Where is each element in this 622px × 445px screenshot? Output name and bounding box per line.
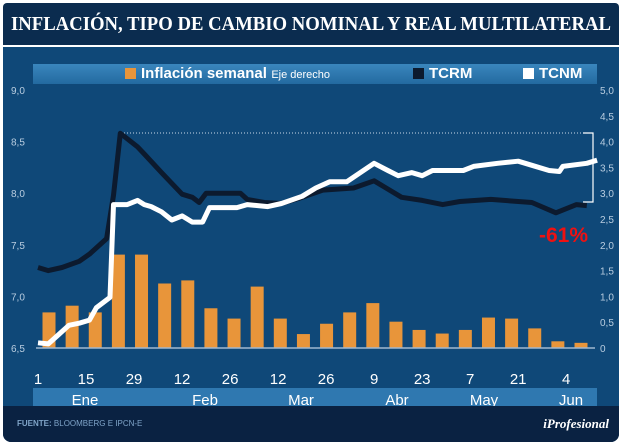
right-axis-tick: 1,5: [600, 267, 614, 278]
plot-area: 6,5 7,0 7,5 8,0 8,5 9,0 0 0,5 1,0 1,5 2,0 2,5 3,0 3,5…: [11, 86, 614, 410]
inflation-bar: [343, 312, 357, 348]
right-axis-tick: 4,5: [600, 112, 614, 123]
logo: iProfesional: [543, 416, 609, 431]
title-bar: INFLACIÓN, TIPO DE CAMBIO NOMINAL Y REAL…: [3, 3, 619, 45]
x-axis-tick: 23: [414, 371, 431, 388]
inflation-bar: [481, 317, 495, 348]
bracket: [583, 132, 594, 203]
inflation-bar: [111, 254, 125, 348]
month-band: [33, 388, 597, 410]
month-label: Mar: [288, 392, 314, 409]
inflation-bar: [158, 283, 172, 348]
inflation-bar: [250, 286, 264, 348]
x-axis-tick: 12: [174, 371, 191, 388]
x-axis-tick: 15: [78, 371, 95, 388]
legend-swatch-tcnm: [523, 68, 534, 79]
legend-inflacion: Inflación semanal Eje derecho: [125, 64, 330, 85]
left-axis-tick: 7,0: [11, 292, 25, 303]
left-axis-tick: 9,0: [11, 86, 25, 97]
inflation-bar: [458, 329, 472, 348]
legend-label-inflacion: Inflación semanal: [141, 65, 267, 82]
inflation-bar: [412, 329, 426, 348]
inflation-bar: [273, 318, 287, 348]
left-axis-tick: 8,0: [11, 189, 25, 200]
inflation-bar: [320, 323, 334, 348]
x-axis-tick: 9: [370, 371, 378, 388]
inflation-bar: [366, 303, 380, 348]
right-axis-tick: 2,0: [600, 241, 614, 252]
x-axis-tick: 26: [222, 371, 239, 388]
inflation-bar: [528, 328, 542, 348]
right-axis-tick: 0,5: [600, 318, 614, 329]
legend-swatch-inflacion: [125, 68, 136, 79]
right-axis-tick: 1,0: [600, 292, 614, 303]
x-axis-tick: 7: [466, 371, 474, 388]
right-axis-tick: 3,0: [600, 189, 614, 200]
right-axis-tick: 5,0: [600, 86, 614, 97]
legend-label-tcrm: TCRM: [429, 65, 473, 82]
legend-swatch-tcrm: [413, 68, 424, 79]
month-label: Feb: [192, 392, 218, 409]
inflation-bar: [505, 318, 519, 348]
chart-panel: Inflación semanal Eje derecho TCRM TCNM …: [3, 47, 619, 442]
inflation-bar: [135, 254, 149, 348]
source-text: BLOOMBERG E IPCN-E: [53, 419, 143, 428]
inflation-bar: [435, 333, 449, 348]
right-axis-tick: 4,0: [600, 138, 614, 149]
right-axis-tick: 2,5: [600, 215, 614, 226]
inflation-bar: [204, 308, 218, 348]
source-note: FUENTE: BLOOMBERG E IPCN-E: [17, 419, 142, 428]
left-axis-tick: 7,5: [11, 241, 25, 252]
right-axis-tick: 3,5: [600, 163, 614, 174]
inflation-bar: [181, 280, 195, 348]
x-axis-tick: 12: [270, 371, 287, 388]
source-label: FUENTE:: [17, 419, 52, 428]
inflation-bar: [389, 321, 403, 348]
inflation-bar: [88, 312, 102, 348]
inflation-bar: [296, 334, 310, 348]
left-axis-tick: 6,5: [11, 344, 25, 355]
annotation-label: -61%: [539, 224, 588, 247]
legend-label-tcnm: TCNM: [539, 65, 583, 82]
inflation-bar: [551, 341, 565, 348]
month-label: Jun: [559, 392, 583, 409]
inflation-bar: [574, 342, 588, 348]
x-axis-tick: 1: [34, 371, 42, 388]
x-axis-tick: 26: [318, 371, 335, 388]
legend-tcnm: TCNM: [523, 64, 582, 84]
left-axis-tick: 8,5: [11, 138, 25, 149]
inflation-bar: [227, 318, 241, 348]
series-line-tcrm: [37, 130, 588, 274]
month-label: May: [470, 392, 499, 409]
legend-tcrm: TCRM: [413, 64, 472, 84]
footer: FUENTE: BLOOMBERG E IPCN-E iProfesional: [3, 406, 619, 442]
legend-note: Eje derecho: [271, 69, 331, 81]
x-axis-tick: 4: [562, 371, 570, 388]
legend: Inflación semanal Eje derecho TCRM TCNM: [33, 64, 597, 84]
chart-title: INFLACIÓN, TIPO DE CAMBIO NOMINAL Y REAL…: [11, 13, 611, 35]
right-axis-tick: 0: [600, 344, 606, 355]
month-label: Ene: [72, 392, 99, 409]
series-line-tcnm: [37, 157, 598, 347]
month-label: Abr: [385, 392, 408, 409]
x-axis-tick: 21: [510, 371, 527, 388]
x-axis-tick: 29: [126, 371, 143, 388]
